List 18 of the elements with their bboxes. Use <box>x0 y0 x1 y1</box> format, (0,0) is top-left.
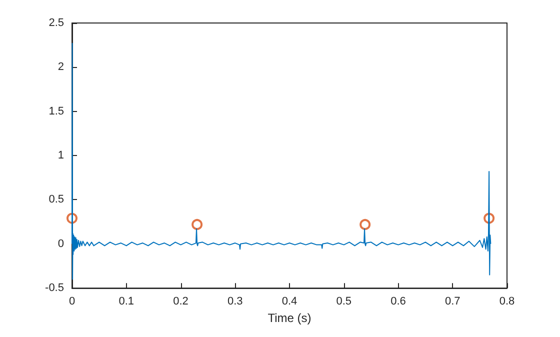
x-tick-label: 0.7 <box>444 296 460 308</box>
x-tick-label: 0 <box>68 296 76 308</box>
x-tick-label: 0.1 <box>118 296 134 308</box>
y-tick-label: 0 <box>58 238 64 250</box>
y-tick-label: 2 <box>58 61 64 74</box>
x-tick-label: 0.6 <box>390 296 406 308</box>
x-tick-label: 0.8 <box>499 296 515 308</box>
x-tick-label: 0.2 <box>173 296 188 308</box>
y-tick-label: 0.5 <box>48 194 64 206</box>
line-series <box>72 42 492 280</box>
y-tick-label: 1 <box>58 150 64 162</box>
y-tick-label: 1.5 <box>48 105 64 118</box>
y-tick-label: -0.5 <box>45 282 64 294</box>
x-tick-label: 0.5 <box>336 296 352 308</box>
x-tick-label: 0.4 <box>282 296 298 308</box>
y-tick-label: 2.5 <box>48 17 64 29</box>
x-tick-label: 0.3 <box>227 296 243 308</box>
x-axis-title: Time (s) <box>268 311 312 325</box>
